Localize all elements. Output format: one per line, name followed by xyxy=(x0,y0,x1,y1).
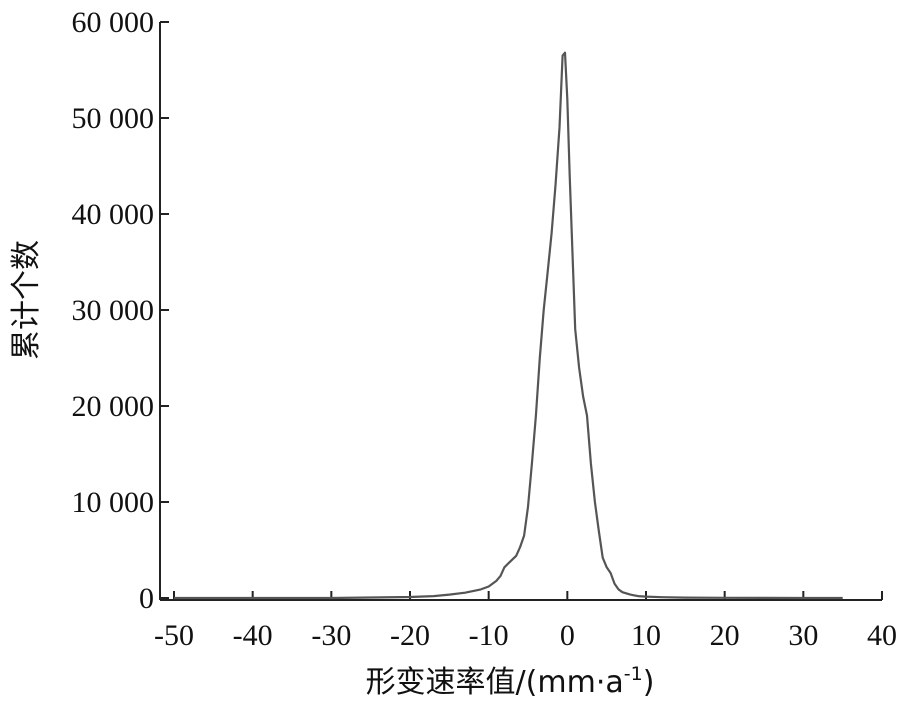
y-tick-label: 20 000 xyxy=(72,390,155,423)
x-tick-label: 40 xyxy=(867,619,897,652)
y-ticks: 0 10 000 20 000 30 000 40 000 50 000 60 000 xyxy=(72,6,169,615)
x-axis-title-tail: ) xyxy=(643,665,655,700)
x-axis-title: 形变速率值/(mm·a-1) xyxy=(366,663,655,700)
x-ticks: -50 -40 -30 -20 -10 0 10 20 30 40 xyxy=(154,591,897,652)
y-tick-label: 60 000 xyxy=(72,6,155,39)
x-tick-label: -20 xyxy=(390,619,430,652)
y-tick-label: 0 xyxy=(139,582,154,615)
series-line xyxy=(174,51,843,600)
x-tick-label: -10 xyxy=(469,619,509,652)
x-tick-label: -40 xyxy=(233,619,273,652)
x-axis-title-main: 形变速率值/(mm·a xyxy=(366,665,624,700)
x-tick-label: -30 xyxy=(311,619,351,652)
y-tick-label: 10 000 xyxy=(72,486,155,519)
y-tick-label: 30 000 xyxy=(72,294,155,327)
y-tick-label: 50 000 xyxy=(72,102,155,135)
x-tick-label: -50 xyxy=(154,619,194,652)
y-tick-label: 40 000 xyxy=(72,198,155,231)
x-tick-label: 20 xyxy=(710,619,740,652)
x-tick-label: 30 xyxy=(788,619,818,652)
x-tick-label: 10 xyxy=(631,619,661,652)
axes xyxy=(159,22,882,601)
x-axis-title-superscript: -1 xyxy=(624,663,643,685)
x-tick-label: 0 xyxy=(560,619,575,652)
y-axis-title: 累计个数 xyxy=(9,240,44,360)
